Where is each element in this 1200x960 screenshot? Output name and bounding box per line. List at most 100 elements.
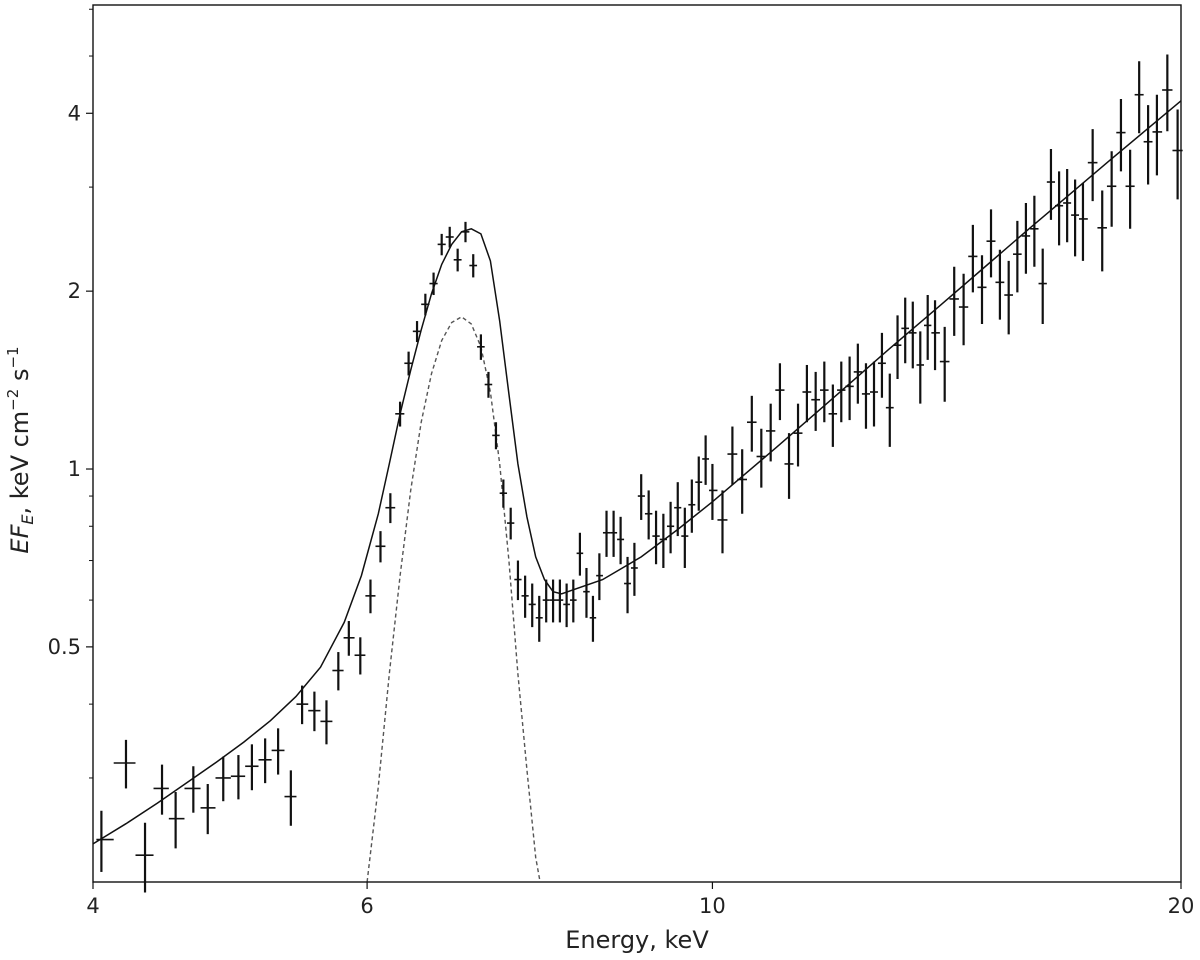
- y-tick-label: 4: [68, 101, 81, 125]
- data-point: [1087, 129, 1098, 202]
- data-point: [916, 331, 924, 404]
- data-point: [245, 744, 259, 791]
- data-point: [1021, 202, 1031, 274]
- data-point: [453, 248, 462, 272]
- data-point: [602, 510, 611, 557]
- data-point: [308, 691, 321, 732]
- data-point: [385, 493, 396, 524]
- data-point: [521, 575, 529, 618]
- data-point: [404, 351, 413, 376]
- data-point: [819, 361, 829, 423]
- y-tick-label: 1: [68, 457, 81, 481]
- data-point: [589, 595, 597, 642]
- data-point: [737, 449, 747, 514]
- data-point: [756, 428, 766, 488]
- data-point: [343, 621, 355, 656]
- data-point: [492, 422, 500, 450]
- y-tick-label: 2: [68, 279, 81, 303]
- data-point: [200, 784, 216, 835]
- data-point: [1125, 149, 1135, 229]
- y-tick-labels: 0.5 1 2 4: [48, 101, 81, 659]
- data-point: [659, 513, 667, 568]
- data-point: [499, 479, 508, 508]
- data-point: [681, 507, 689, 568]
- data-point: [168, 792, 185, 849]
- data-point: [542, 579, 550, 623]
- data-point: [445, 226, 454, 248]
- data-point: [429, 272, 438, 296]
- x-tick-label: 4: [86, 894, 99, 918]
- x-tick-label: 20: [1168, 894, 1195, 918]
- data-point: [421, 293, 430, 316]
- data-point: [113, 739, 136, 789]
- data-point: [469, 254, 478, 278]
- data-point: [153, 764, 169, 815]
- data-point: [296, 685, 309, 725]
- data-point: [484, 371, 493, 398]
- data-point: [395, 401, 405, 427]
- data-point: [507, 507, 515, 540]
- data-point: [1055, 171, 1064, 246]
- data-point: [861, 363, 870, 429]
- data-point: [563, 583, 570, 628]
- data-point: [354, 637, 366, 675]
- data-point: [96, 810, 114, 872]
- x-tick-label: 10: [699, 894, 726, 918]
- data-point: [569, 579, 577, 623]
- data-point: [939, 326, 950, 402]
- data-point: [869, 361, 878, 427]
- data-point: [184, 766, 201, 813]
- data-point: [968, 224, 978, 293]
- data-point: [1143, 105, 1153, 185]
- data-point: [958, 273, 969, 346]
- data-point: [845, 356, 854, 421]
- data-point: [637, 474, 645, 520]
- data-point: [1030, 195, 1039, 267]
- data-point: [1004, 260, 1014, 335]
- x-axis-label: Energy, keV: [565, 926, 709, 954]
- data-point: [811, 371, 820, 431]
- data-point: [746, 395, 757, 452]
- data-point: [709, 463, 718, 520]
- data-point: [1134, 61, 1144, 134]
- data-point: [596, 553, 603, 601]
- data-point: [135, 822, 154, 893]
- data-point: [775, 363, 785, 421]
- data-point: [765, 403, 776, 462]
- data-point: [320, 700, 333, 745]
- axis-ticks: [86, 112, 1182, 889]
- data-point: [901, 297, 909, 364]
- data-point: [695, 456, 703, 511]
- data-point: [666, 501, 675, 554]
- y-minor-ticks: [89, 8, 93, 779]
- data-point: [644, 490, 653, 540]
- data-point: [1013, 220, 1022, 293]
- data-point: [412, 321, 422, 343]
- data-point: [877, 332, 886, 398]
- data-point: [908, 301, 917, 369]
- data-point: [727, 426, 738, 485]
- data-point: [365, 579, 376, 614]
- data-point: [802, 364, 812, 423]
- data-point: [610, 510, 618, 557]
- x-tick-label: 6: [360, 894, 373, 918]
- data-point: [630, 542, 638, 596]
- data-point: [949, 266, 959, 336]
- data-points: [96, 54, 1183, 893]
- data-point: [332, 652, 344, 691]
- data-point: [688, 479, 696, 533]
- data-point: [1079, 182, 1088, 261]
- data-point: [477, 334, 485, 360]
- data-point: [549, 579, 557, 623]
- data-point: [437, 233, 446, 256]
- plot-area: [93, 5, 1181, 882]
- line-component-curve: [366, 315, 541, 883]
- data-point: [923, 295, 932, 360]
- data-point: [1038, 248, 1047, 324]
- data-point: [784, 433, 794, 499]
- y-tick-label: 0.5: [48, 635, 81, 659]
- data-point: [1097, 190, 1107, 272]
- data-point: [1106, 151, 1117, 227]
- data-point: [717, 490, 728, 554]
- data-point: [652, 510, 660, 565]
